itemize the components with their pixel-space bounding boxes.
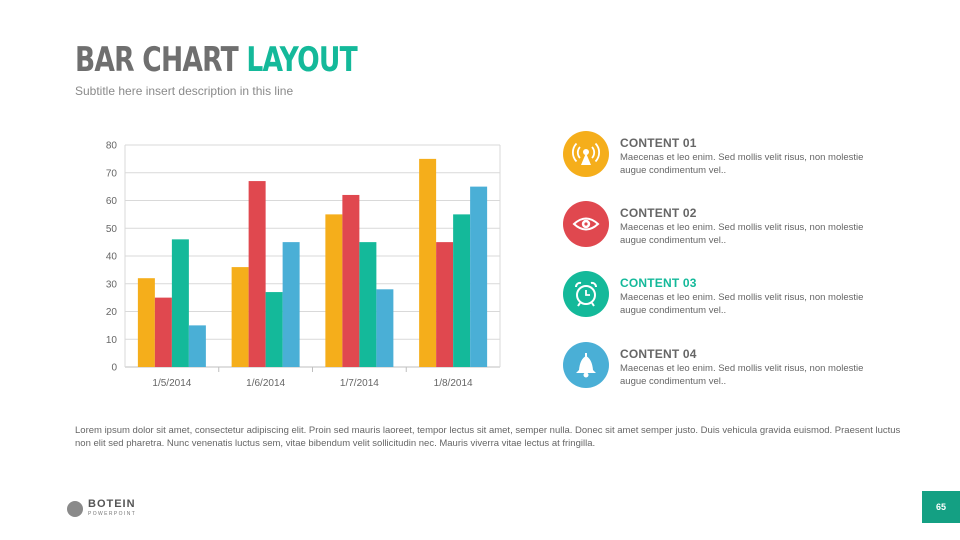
content-item-3-heading: CONTENT 03 [620,276,697,290]
bar [188,325,206,367]
slide-title: BAR CHART LAYOUT [75,40,358,80]
content-item-2-circle [563,201,609,247]
y-tick-label: 80 [106,141,118,152]
content-item-3-text: Maecenas et leo enim. Sed mollis velit r… [620,292,864,316]
y-tick-label: 0 [111,363,117,374]
x-tick-label: 1/5/2014 [152,378,191,389]
content-item-4-text: Maecenas et leo enim. Sed mollis velit r… [620,363,864,387]
slide-subtitle: Subtitle here insert description in this… [75,84,294,98]
y-tick-label: 50 [106,224,118,235]
bar [342,194,360,367]
signal-tower-icon [572,142,600,165]
bar [231,267,249,367]
x-tick-label: 1/8/2014 [434,378,473,389]
content-item-4: CONTENT 04 Maecenas et leo enim. Sed mol… [563,342,883,402]
y-tick-label: 40 [106,252,118,263]
title-part-1: BAR CHART [75,40,239,80]
bar [248,181,266,367]
bar [419,158,437,367]
content-item-1-heading: CONTENT 01 [620,136,697,150]
content-item-4-circle [563,342,609,388]
content-item-2-text: Maecenas et leo enim. Sed mollis velit r… [620,222,864,246]
title-part-2: LAYOUT [246,40,357,80]
alarm-clock-icon [575,281,597,307]
bar [265,292,283,367]
content-item-1-circle [563,131,609,177]
content-item-1: CONTENT 01 Maecenas et leo enim. Sed mol… [563,131,883,191]
content-item-2: CONTENT 02 Maecenas et leo enim. Sed mol… [563,201,883,261]
bell-icon [576,353,596,378]
bar [137,278,155,367]
bar [436,242,454,367]
x-tick-label: 1/7/2014 [340,378,379,389]
x-tick-label: 1/6/2014 [246,378,285,389]
logo-subtitle: POWERPOINT [88,511,137,517]
body-paragraph: Lorem ipsum dolor sit amet, consectetur … [75,425,901,449]
page-number: 65 [922,491,960,523]
bar [470,186,488,367]
eye-icon [572,217,600,231]
bar-chart: 0 10 20 30 40 50 60 70 80 1/5/2014 1/6/2014 1/7/201… [106,141,501,389]
bar [359,242,377,367]
y-tick-label: 70 [106,168,118,179]
content-item-2-heading: CONTENT 02 [620,206,697,220]
logo-mark-icon [67,501,83,517]
content-item-3-circle [563,271,609,317]
content-item-3: CONTENT 03 Maecenas et leo enim. Sed mol… [563,271,883,331]
y-tick-label: 60 [106,196,118,207]
bar [376,289,394,367]
content-item-1-text: Maecenas et leo enim. Sed mollis velit r… [620,152,864,176]
y-tick-label: 10 [106,335,118,346]
logo-name: BOTEIN [88,498,136,510]
bar [453,214,471,367]
bar [171,239,189,367]
bar [325,214,343,367]
bar [282,242,300,367]
y-tick-label: 20 [106,307,118,318]
bar [154,297,172,367]
content-item-4-heading: CONTENT 04 [620,347,697,361]
y-tick-label: 30 [106,279,118,290]
